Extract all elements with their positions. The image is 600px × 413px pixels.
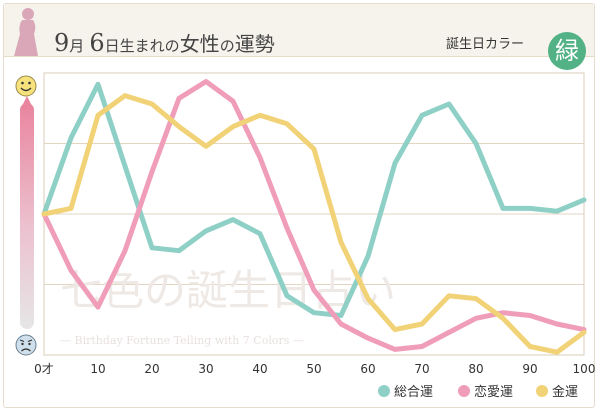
birth-color-label: 誕生日カラー xyxy=(446,37,525,52)
title-part4: 運勢 xyxy=(234,32,275,56)
woman-silhouette-icon xyxy=(14,8,38,56)
title-part2: 女性 xyxy=(179,32,220,56)
watermark-sub: — Birthday Fortune Telling with 7 Colors… xyxy=(60,334,304,347)
happy-face-icon xyxy=(15,75,37,97)
series-line-総合運 xyxy=(41,81,587,318)
x-tick-label: 80 xyxy=(468,362,483,376)
title-month-char: 月 xyxy=(69,37,85,55)
legend-label: 恋愛運 xyxy=(474,384,513,400)
x-tick-label: 10 xyxy=(90,362,105,376)
sad-face-icon xyxy=(15,334,37,356)
birth-color-badge: 緑 xyxy=(548,32,586,70)
legend-label: 総合運 xyxy=(394,385,433,400)
title-day: 6 xyxy=(89,29,105,57)
legend-swatch xyxy=(536,385,548,397)
header-bar xyxy=(4,4,594,57)
x-tick-label: 100 xyxy=(573,362,596,376)
x-axis-ticks: 0才 10 20 30 40 50 60 70 80 90 100 xyxy=(34,362,595,376)
x-tick-label: 70 xyxy=(414,362,429,376)
title-part1: 日生まれの xyxy=(104,37,180,55)
fortune-meter-bar xyxy=(20,103,34,329)
x-tick-label: 30 xyxy=(198,362,213,376)
series-line-金運 xyxy=(41,93,587,355)
x-tick-label: 50 xyxy=(306,362,321,376)
legend-swatch xyxy=(458,385,470,397)
series-lines xyxy=(41,79,587,355)
fortune-meter-arrow xyxy=(20,96,34,110)
title-part3: の xyxy=(219,37,235,55)
x-tick-label: 40 xyxy=(252,362,267,376)
x-tick-label: 90 xyxy=(522,362,537,376)
title-month: 9 xyxy=(54,29,70,57)
legend-label: 金運 xyxy=(552,384,578,400)
x-tick-label: 60 xyxy=(360,362,375,376)
x-tick-label: 0才 xyxy=(34,362,54,376)
legend-swatch xyxy=(378,385,390,397)
page-title: 9月 6日生まれの女性の運勢 xyxy=(54,28,275,57)
legend: 総合運 恋愛運 金運 xyxy=(378,384,578,400)
x-tick-label: 20 xyxy=(144,362,159,376)
